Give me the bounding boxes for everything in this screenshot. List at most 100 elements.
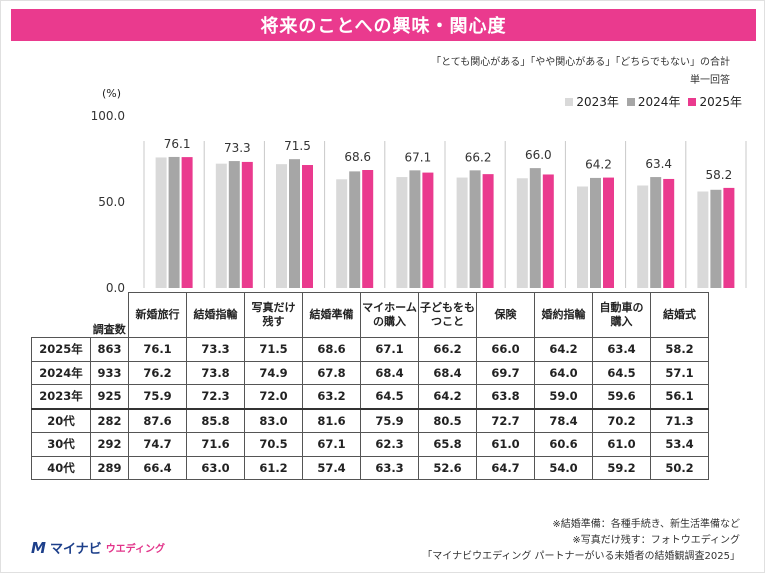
bar-2025 [362, 170, 374, 288]
category-header: 子どもをも つこと [418, 292, 477, 338]
n-header: 調査数 [90, 292, 129, 338]
table-cell: 64.0 [534, 360, 593, 385]
table-cell: 70.5 [244, 432, 303, 457]
table-cell: 58.2 [650, 337, 709, 362]
bar-2025 [241, 161, 253, 288]
table-cell: 50.2 [650, 455, 709, 480]
data-label: 76.1 [164, 137, 191, 151]
bar-2025 [542, 174, 554, 288]
table-cell: 63.0 [186, 455, 245, 480]
data-label: 73.3 [224, 141, 251, 155]
bar-2023 [577, 186, 588, 288]
table-row: 40代 289 66.4 63.0 61.2 57.4 63.3 52.6 64.7 54.0 59… [31, 455, 709, 480]
category-header: 自動車の 購入 [592, 292, 651, 338]
sample-size: 289 [90, 455, 129, 480]
bar-2023 [396, 177, 408, 288]
table-cell: 68.4 [418, 360, 477, 385]
table-cell: 61.0 [476, 432, 535, 457]
unit-label: (%) [102, 87, 122, 100]
table-row: 30代 292 74.7 71.6 70.5 67.1 62.3 65.8 61.0 60.6 61… [31, 432, 709, 457]
data-label: 68.6 [344, 150, 371, 164]
y-tick-label: 50.0 [98, 195, 125, 209]
bar-2025 [181, 157, 193, 288]
table-cell: 62.3 [360, 432, 419, 457]
table-cell: 83.0 [244, 408, 303, 433]
bar-2023 [215, 163, 227, 288]
single-answer-note: 単一回答 [690, 75, 730, 86]
legend-item-2024: 2024年 [626, 93, 680, 110]
table-cell: 66.2 [418, 337, 477, 362]
table-cell: 69.7 [476, 360, 535, 385]
bar-2025 [422, 172, 434, 288]
table-cell: 64.5 [592, 360, 651, 385]
table-cell: 74.9 [244, 360, 303, 385]
table-cell: 61.0 [592, 432, 651, 457]
table-corner [32, 293, 91, 338]
bar-2024 [529, 168, 541, 288]
table-cell: 52.6 [418, 455, 477, 480]
table-cell: 71.6 [186, 432, 245, 457]
chart-title: 将来のことへの興味・関心度 [11, 9, 756, 41]
sample-size: 863 [90, 337, 129, 362]
table-cell: 63.3 [360, 455, 419, 480]
bar-2023 [336, 179, 348, 288]
table-header-row: 調査数 新婚旅行 結婚指輪 写真だけ 残す 結婚準備 マイホーム の購入 子どもをも つこと 保険婚… [32, 292, 709, 338]
table-cell: 72.7 [476, 408, 535, 433]
table-cell: 81.6 [302, 408, 361, 433]
category-header: 結婚指輪 [186, 292, 245, 338]
table-cell: 59.0 [534, 384, 593, 410]
table-cell: 85.8 [186, 408, 245, 433]
table-cell: 57.1 [650, 360, 709, 385]
table-cell: 72.0 [244, 384, 303, 410]
category-header: 婚約指輪 [534, 292, 593, 338]
bar-2023 [276, 164, 287, 288]
bar-2023 [155, 157, 167, 288]
data-label: 71.5 [284, 139, 311, 153]
footnote-photo: ※写真だけ残す：フォトウエディング [572, 535, 740, 546]
row-label: 2024年 [31, 360, 91, 385]
bar-2024 [349, 171, 361, 288]
data-table: 調査数 新婚旅行 結婚指輪 写真だけ 残す 結婚準備 マイホーム の購入 子どもをも つこと 保険婚… [31, 292, 709, 480]
category-header: 写真だけ 残す [244, 292, 303, 338]
table-row: 2024年 933 76.2 73.8 74.9 67.8 68.4 68.4 69.7 64.0… [31, 360, 709, 385]
bar-2025 [482, 174, 494, 288]
legend-swatch-2023 [565, 97, 574, 106]
table-cell: 73.8 [186, 360, 245, 385]
category-header: 保険 [476, 292, 535, 338]
table-cell: 72.3 [186, 384, 245, 410]
table-cell: 71.3 [650, 408, 709, 433]
logo-name: マイナビ [49, 542, 102, 557]
table-cell: 64.2 [418, 384, 477, 410]
legend-item-2025: 2025年 [688, 93, 742, 110]
bar-2024 [469, 170, 481, 288]
data-label: 58.2 [706, 168, 733, 182]
table-cell: 64.2 [534, 337, 593, 362]
table-cell: 67.8 [302, 360, 361, 385]
table-cell: 54.0 [534, 455, 593, 480]
table-cell: 65.8 [418, 432, 477, 457]
legend-swatch-2025 [688, 97, 697, 106]
table-cell: 73.3 [186, 337, 245, 362]
answer-note: 「とても関心がある」「やや関心がある」「どちらでもない」の合計 [431, 57, 730, 68]
footnote-source: 「マイナビウエディング パートナーがいる未婚者の結婚観調査2025」 [422, 551, 740, 562]
bar-2024 [168, 156, 180, 288]
table-cell: 63.4 [592, 337, 651, 362]
row-label: 20代 [31, 408, 91, 433]
table-cell: 76.1 [128, 337, 187, 362]
table-cell: 63.2 [302, 384, 361, 410]
table-cell: 59.2 [592, 455, 651, 480]
data-label: 66.2 [465, 150, 492, 164]
row-label: 30代 [31, 432, 91, 457]
bar-2023 [456, 177, 468, 288]
legend: 2023年 2024年 2025年 [565, 93, 742, 110]
table-cell: 66.0 [476, 337, 535, 362]
table-cell: 76.2 [128, 360, 187, 385]
table-cell: 64.7 [476, 455, 535, 480]
category-header: 新婚旅行 [128, 292, 187, 338]
sample-size: 933 [90, 360, 129, 385]
data-label: 67.1 [405, 150, 432, 164]
sample-size: 292 [90, 432, 129, 457]
table-cell: 56.1 [650, 384, 709, 410]
bar-2023 [637, 185, 649, 288]
